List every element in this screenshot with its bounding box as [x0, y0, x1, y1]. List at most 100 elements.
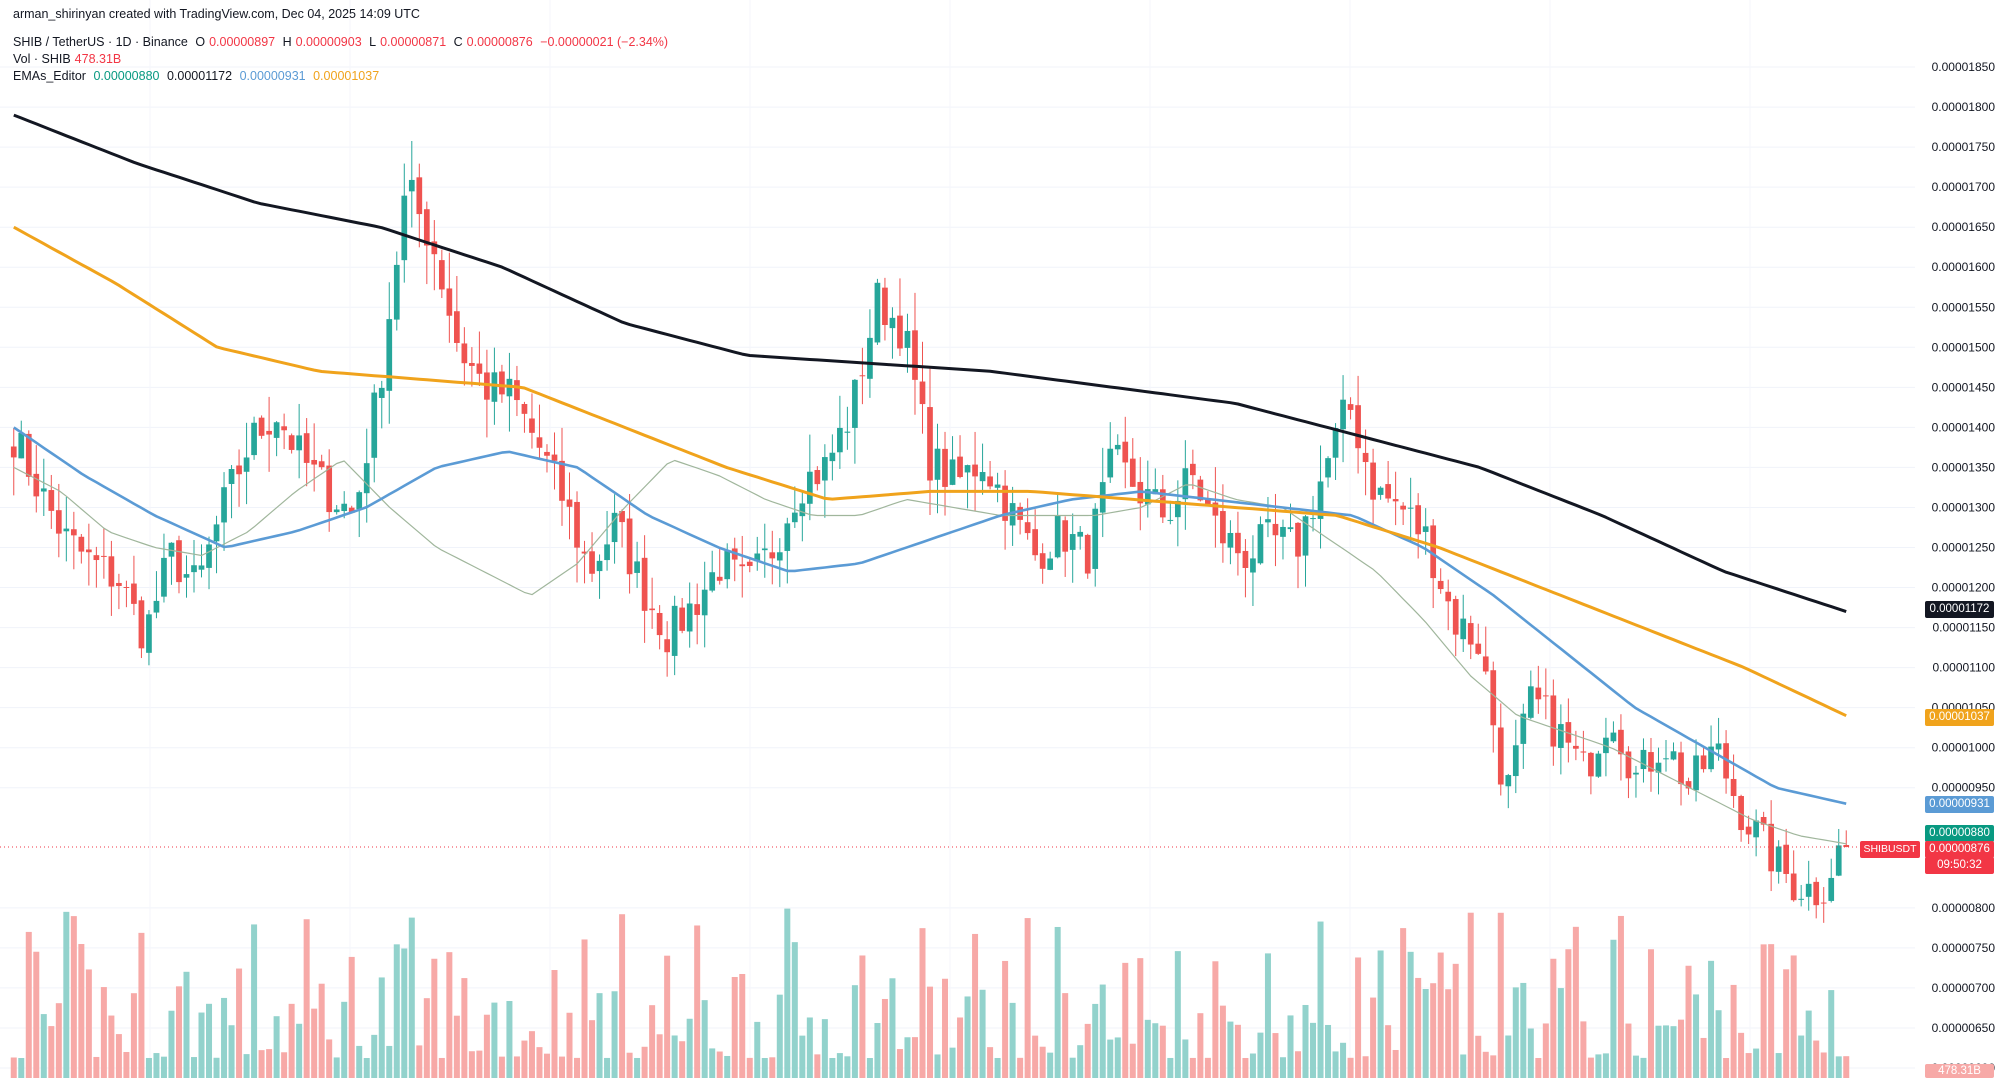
- candle-body: [161, 557, 167, 597]
- volume-bar: [1798, 1035, 1805, 1078]
- candle-body: [446, 288, 453, 316]
- price-tick-label: 0.00001250: [1932, 541, 1996, 555]
- price-tick-label: 0.00001000: [1932, 741, 1996, 755]
- low-value: 0.00000871: [380, 35, 447, 49]
- candle-body: [1490, 670, 1497, 726]
- price-axis[interactable]: 0.00001850 0.00001800 0.00001750 0.00001700…: [1932, 60, 1996, 1075]
- candle-body: [1542, 695, 1549, 697]
- volume-legend[interactable]: Vol · SHIB 478.31B: [13, 52, 125, 66]
- candle-body: [1317, 481, 1324, 519]
- volume-bar: [626, 1052, 633, 1078]
- candle-body: [86, 549, 92, 553]
- volume-bar: [1730, 984, 1737, 1078]
- candle-body: [867, 337, 873, 379]
- candle-body: [852, 379, 858, 428]
- volume-bar: [1069, 1057, 1076, 1078]
- candle-body: [829, 452, 836, 462]
- price-tick-label: 0.00001650: [1932, 220, 1996, 234]
- candle-body: [859, 375, 866, 377]
- price-tick-label: 0.00001400: [1932, 420, 1996, 434]
- volume-bar: [776, 994, 783, 1078]
- candle-body: [431, 241, 438, 255]
- volume-bar: [724, 1055, 731, 1078]
- candle-body: [25, 433, 32, 477]
- candle-body: [987, 476, 993, 487]
- volume-bar: [589, 1020, 596, 1078]
- volume-bar: [799, 1035, 806, 1078]
- volume-bar: [18, 1057, 25, 1078]
- candle-body: [514, 380, 520, 401]
- candle-body: [1565, 722, 1572, 743]
- volume-bar: [356, 1045, 363, 1078]
- ema-legend[interactable]: EMAs_Editor 0.00000880 0.00001172 0.0000…: [13, 69, 383, 83]
- candle-body: [1580, 751, 1587, 753]
- volume-bar: [1400, 928, 1407, 1078]
- volume-bar: [393, 944, 400, 1078]
- volume-bar: [48, 1026, 55, 1078]
- volume-bar: [1745, 1053, 1752, 1078]
- candle-body: [243, 457, 250, 472]
- volume-bar: [1017, 1057, 1024, 1078]
- candle-body: [1114, 444, 1121, 450]
- volume-bar: [461, 978, 468, 1078]
- volume-bar: [679, 1041, 686, 1078]
- volume-bar: [1587, 1057, 1594, 1078]
- candle-body: [641, 557, 648, 611]
- candle-body: [957, 456, 963, 478]
- candle-body: [33, 473, 40, 497]
- volume-bar: [1835, 1056, 1842, 1078]
- candle-body: [251, 422, 257, 456]
- volume-bar: [716, 1051, 723, 1078]
- grid-lines: [0, 0, 1915, 1078]
- volume-bar: [1159, 1025, 1166, 1078]
- volume-bar: [731, 977, 738, 1078]
- candle-body: [333, 509, 340, 513]
- candle-body: [491, 372, 498, 402]
- candle-body: [1092, 508, 1099, 569]
- volume-bar: [814, 1054, 821, 1078]
- candle-body: [1310, 518, 1316, 520]
- volume-bar: [10, 1057, 17, 1078]
- volume-bar: [333, 1057, 340, 1078]
- ohlc-legend[interactable]: SHIB / TetherUS · 1D · Binance O 0.000008…: [13, 35, 672, 49]
- volume-bar: [1287, 1015, 1294, 1078]
- candle-body: [1122, 441, 1129, 463]
- volume-bar: [1693, 994, 1700, 1078]
- candle-body: [724, 551, 731, 580]
- volume-bar: [521, 1040, 528, 1078]
- volume-bar: [33, 951, 40, 1078]
- candle-body: [281, 426, 287, 431]
- candle-body: [882, 287, 888, 325]
- candle-body: [183, 574, 190, 578]
- candle-body: [536, 437, 543, 448]
- candle-body: [559, 460, 565, 501]
- candle-body: [1550, 695, 1557, 747]
- candle-body: [1385, 484, 1391, 499]
- candle-body: [1648, 752, 1654, 772]
- candle-body: [1730, 778, 1737, 797]
- volume-bar: [1219, 1005, 1226, 1078]
- candle-body: [55, 510, 62, 534]
- candle-body: [1655, 762, 1662, 773]
- candle-body: [889, 317, 896, 329]
- candle-body: [1768, 823, 1774, 872]
- volume-bar: [1828, 990, 1835, 1078]
- candle-body: [837, 427, 843, 453]
- volume-bar: [1550, 958, 1557, 1078]
- candle-body: [1670, 751, 1677, 760]
- volume-bar: [243, 1054, 250, 1078]
- volume-bar: [656, 1034, 663, 1078]
- candle-body: [1625, 751, 1632, 779]
- price-tick-label: 0.00001300: [1932, 500, 1996, 514]
- creator-line: arman_shirinyan created with TradingView…: [13, 7, 420, 21]
- volume-bar: [1512, 987, 1519, 1078]
- volume-bar: [558, 1056, 566, 1078]
- volume-bar: [754, 1021, 761, 1078]
- volume-bar: [70, 916, 77, 1078]
- volume-bar: [1490, 1055, 1497, 1078]
- volume-bar: [1099, 984, 1106, 1078]
- volume-bar: [78, 944, 85, 1078]
- candle-body: [1182, 468, 1189, 500]
- price-tick-label: 0.00000700: [1932, 981, 1996, 995]
